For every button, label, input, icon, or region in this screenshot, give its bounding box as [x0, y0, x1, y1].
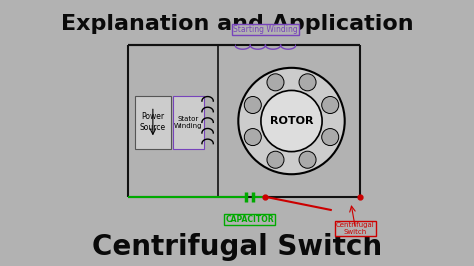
- Circle shape: [267, 74, 284, 91]
- Circle shape: [244, 128, 261, 146]
- Bar: [173, 96, 204, 149]
- Text: Stator
Winding: Stator Winding: [174, 116, 203, 129]
- Text: ROTOR: ROTOR: [270, 116, 313, 126]
- Text: CAPACITOR: CAPACITOR: [226, 215, 274, 224]
- Circle shape: [261, 90, 322, 152]
- Bar: [135, 96, 171, 149]
- Circle shape: [299, 74, 316, 91]
- Circle shape: [322, 128, 339, 146]
- Circle shape: [244, 97, 261, 114]
- Text: Starting Winding: Starting Winding: [233, 25, 298, 34]
- Text: Centrifugal Switch: Centrifugal Switch: [92, 233, 382, 261]
- Text: Power
Source: Power Source: [140, 112, 166, 132]
- Circle shape: [299, 151, 316, 168]
- Circle shape: [238, 68, 345, 174]
- Circle shape: [267, 151, 284, 168]
- Text: Centrifugal
Switch: Centrifugal Switch: [336, 222, 375, 235]
- Text: Explanation and Application: Explanation and Application: [61, 14, 413, 34]
- Circle shape: [322, 97, 339, 114]
